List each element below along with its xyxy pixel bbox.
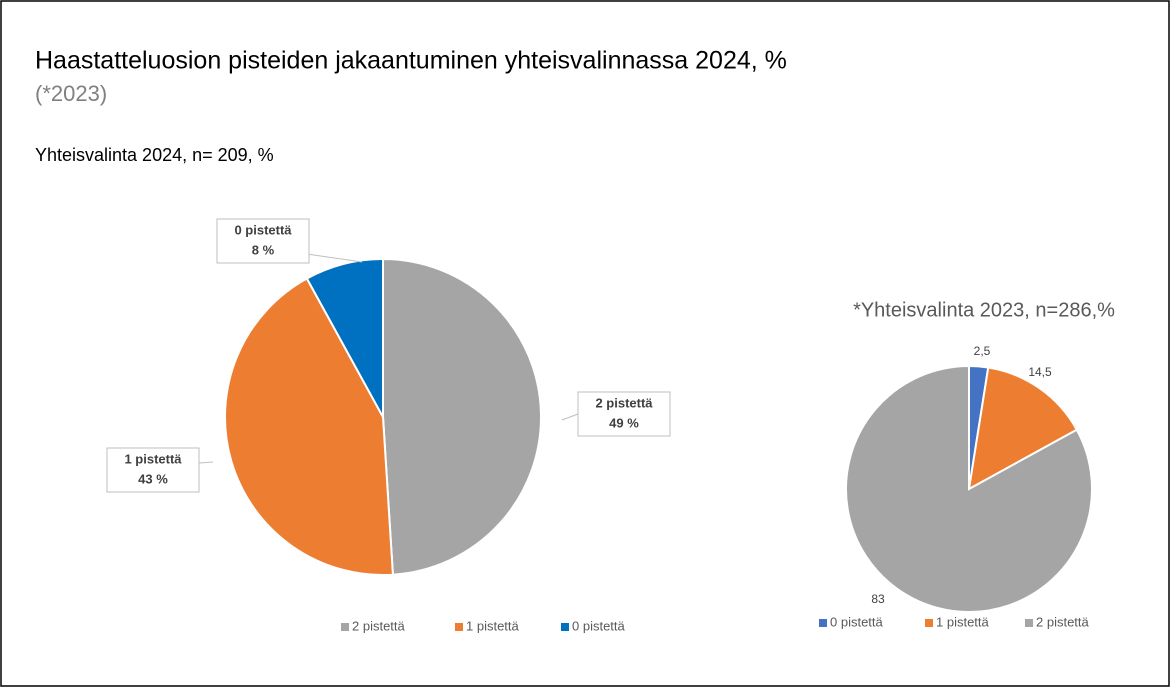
chart-title: *Yhteisvalinta 2023, n=286,%	[853, 299, 1115, 321]
label-box	[106, 447, 200, 493]
legend-label: 1 pistettä	[936, 614, 990, 629]
label-box	[216, 218, 310, 264]
legend-swatch	[925, 619, 933, 627]
legend-swatch	[819, 619, 827, 627]
legend-swatch	[1025, 619, 1033, 627]
legend-label: 0 pistettä	[572, 618, 626, 633]
legend-swatch	[341, 623, 349, 631]
data-label: 49 %	[609, 415, 639, 430]
pie-slice	[305, 257, 384, 418]
data-label: 2,5	[974, 344, 991, 358]
chart-title: Yhteisvalinta 2024, n= 209, %	[35, 145, 274, 165]
legend-swatch	[561, 623, 569, 631]
data-label-category: 0 pistettä	[234, 222, 292, 237]
legend-swatch	[455, 623, 463, 631]
data-label: 43 %	[138, 471, 168, 486]
pie-slice	[382, 257, 542, 576]
data-label: 83	[871, 592, 885, 606]
legend-label: 2 pistettä	[1036, 614, 1090, 629]
page-subtitle: (*2023)	[35, 81, 107, 106]
legend-label: 1 pistettä	[466, 618, 520, 633]
pie-slice	[224, 277, 394, 576]
pie-slice	[845, 364, 1093, 613]
page-title: Haastatteluosion pisteiden jakaantuminen…	[35, 47, 787, 75]
pie-slice	[967, 366, 1079, 491]
data-label: 8 %	[252, 242, 275, 257]
label-box	[577, 391, 671, 437]
leader-line	[561, 413, 579, 421]
legend-label: 2 pistettä	[352, 618, 406, 633]
data-label-category: 2 pistettä	[595, 395, 653, 410]
legend-label: 0 pistettä	[830, 614, 884, 629]
data-label: 14,5	[1028, 365, 1052, 379]
data-label-category: 1 pistettä	[124, 451, 182, 466]
